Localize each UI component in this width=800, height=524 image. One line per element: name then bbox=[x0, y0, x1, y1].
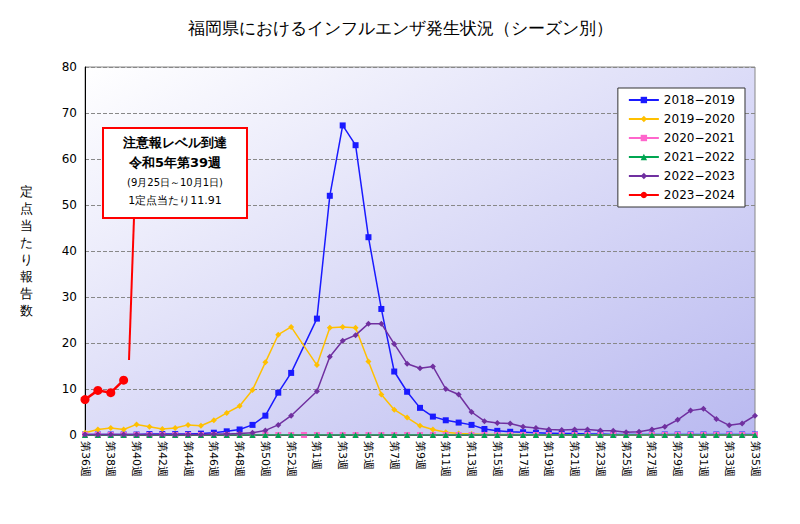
svg-text:第21週: 第21週 bbox=[568, 441, 581, 477]
svg-text:第13週: 第13週 bbox=[465, 441, 478, 477]
svg-text:第35週: 第35週 bbox=[749, 441, 762, 477]
svg-text:た: た bbox=[20, 235, 33, 250]
svg-text:80: 80 bbox=[62, 60, 77, 74]
svg-text:2019−2020: 2019−2020 bbox=[664, 112, 735, 126]
svg-text:第9週: 第9週 bbox=[414, 441, 427, 470]
svg-text:第19週: 第19週 bbox=[542, 441, 555, 477]
svg-text:2023−2024: 2023−2024 bbox=[664, 188, 735, 202]
svg-text:第23週: 第23週 bbox=[594, 441, 607, 477]
svg-text:第42週: 第42週 bbox=[156, 441, 169, 477]
svg-text:第52週: 第52週 bbox=[285, 441, 298, 477]
svg-text:2020−2021: 2020−2021 bbox=[664, 131, 735, 145]
svg-text:第7週: 第7週 bbox=[388, 441, 401, 470]
svg-text:10: 10 bbox=[62, 382, 77, 396]
svg-text:第31週: 第31週 bbox=[697, 441, 710, 477]
svg-text:数: 数 bbox=[20, 303, 33, 318]
svg-text:2022−2023: 2022−2023 bbox=[664, 169, 735, 183]
svg-text:第44週: 第44週 bbox=[182, 441, 195, 477]
svg-text:定: 定 bbox=[20, 184, 33, 199]
svg-text:第36週: 第36週 bbox=[79, 441, 92, 477]
svg-text:第17週: 第17週 bbox=[517, 441, 530, 477]
svg-text:60: 60 bbox=[62, 152, 77, 166]
svg-text:2018−2019: 2018−2019 bbox=[664, 93, 735, 107]
svg-text:第25週: 第25週 bbox=[620, 441, 633, 477]
svg-text:第1週: 第1週 bbox=[310, 441, 323, 470]
svg-text:第15週: 第15週 bbox=[491, 441, 504, 477]
svg-text:第29週: 第29週 bbox=[671, 441, 684, 477]
svg-text:り: り bbox=[20, 252, 33, 267]
svg-text:第50週: 第50週 bbox=[259, 441, 272, 477]
svg-text:30: 30 bbox=[62, 290, 77, 304]
svg-text:第40週: 第40週 bbox=[130, 441, 143, 477]
svg-text:第48週: 第48週 bbox=[233, 441, 246, 477]
svg-text:第33週: 第33週 bbox=[723, 441, 736, 477]
svg-text:第27週: 第27週 bbox=[645, 441, 658, 477]
svg-text:2021−2022: 2021−2022 bbox=[664, 150, 735, 164]
svg-text:50: 50 bbox=[62, 198, 77, 212]
svg-text:第5週: 第5週 bbox=[362, 441, 375, 470]
svg-text:70: 70 bbox=[62, 106, 77, 120]
svg-text:報: 報 bbox=[20, 269, 33, 284]
svg-text:第46週: 第46週 bbox=[207, 441, 220, 477]
svg-text:点: 点 bbox=[20, 201, 33, 216]
svg-text:第11週: 第11週 bbox=[439, 441, 452, 477]
svg-text:20: 20 bbox=[62, 336, 77, 350]
svg-text:福岡県におけるインフルエンザ発生状況（シーズン別）: 福岡県におけるインフルエンザ発生状況（シーズン別） bbox=[188, 18, 613, 38]
svg-text:第3週: 第3週 bbox=[336, 441, 349, 470]
svg-text:注意報レベル到達: 注意報レベル到達 bbox=[122, 135, 228, 150]
svg-text:1定点当たり11.91: 1定点当たり11.91 bbox=[128, 194, 222, 207]
svg-text:0: 0 bbox=[69, 428, 77, 442]
svg-text:(9月25日～10月1日): (9月25日～10月1日) bbox=[127, 177, 223, 188]
svg-text:40: 40 bbox=[62, 244, 77, 258]
svg-text:第38週: 第38週 bbox=[104, 441, 117, 477]
svg-text:令和5年第39週: 令和5年第39週 bbox=[128, 155, 222, 170]
svg-text:告: 告 bbox=[20, 286, 33, 301]
svg-text:当: 当 bbox=[20, 218, 33, 233]
